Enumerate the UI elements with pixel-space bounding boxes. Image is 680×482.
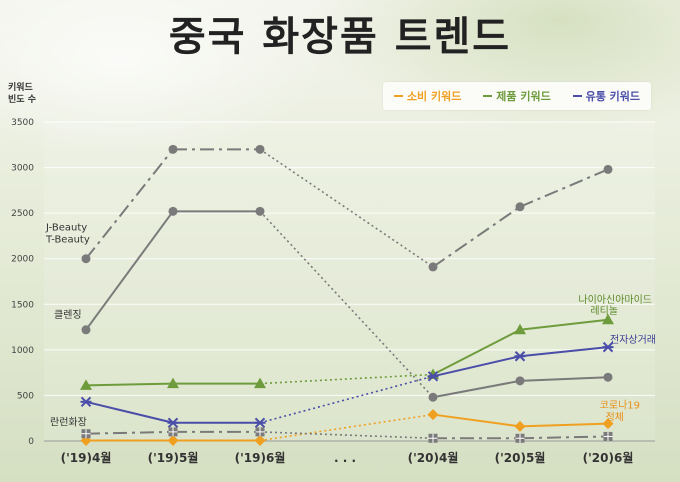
data-point xyxy=(254,435,266,447)
series-line xyxy=(259,413,434,442)
x-tick-label: ('20)4월 xyxy=(408,450,459,465)
data-point xyxy=(168,144,178,154)
y-tick-label: 2000 xyxy=(11,255,34,265)
x-tick-label: ('20)5월 xyxy=(495,450,546,465)
legend-label-consumer: 소비 키워드 xyxy=(406,90,462,103)
data-point xyxy=(514,420,526,432)
data-point xyxy=(255,206,265,216)
series-line xyxy=(432,328,521,376)
series-label: T-Beauty xyxy=(45,235,90,246)
x-tick-label: ('19)4월 xyxy=(61,450,112,465)
data-point xyxy=(515,202,525,212)
legend-item-distribution: 유통 키워드 xyxy=(572,88,641,104)
series-line xyxy=(259,431,434,440)
legend-item-consumer: 소비 키워드 xyxy=(393,88,462,104)
series-line xyxy=(432,205,521,268)
y-tick-label: 2500 xyxy=(11,209,34,219)
y-tick-label: 1000 xyxy=(11,346,34,356)
y-tick-label: 1500 xyxy=(11,300,34,310)
series-label: 레티놀 xyxy=(590,305,618,317)
legend-swatch-consumer xyxy=(393,95,403,97)
series-label: 코로나19 xyxy=(600,400,640,412)
series-line xyxy=(432,355,521,378)
data-point xyxy=(428,262,438,272)
y-axis-label: 키워드 xyxy=(8,81,34,93)
data-point xyxy=(80,379,92,390)
data-point xyxy=(255,144,265,154)
x-tick-label: ('19)5월 xyxy=(148,450,199,465)
series-line xyxy=(519,346,609,358)
data-point xyxy=(254,377,266,389)
data-point xyxy=(81,325,91,335)
series-line xyxy=(432,379,521,399)
data-point xyxy=(515,376,525,386)
x-tick-label: . . . xyxy=(334,451,356,465)
data-point xyxy=(603,372,613,382)
series-line xyxy=(519,376,609,382)
legend: 소비 키워드 제품 키워드 유통 키워드 xyxy=(383,82,651,110)
legend-swatch-distribution xyxy=(572,95,582,97)
data-point xyxy=(167,377,179,389)
data-point xyxy=(427,409,439,421)
legend-item-product: 제품 키워드 xyxy=(483,88,551,104)
y-tick-label: 500 xyxy=(17,391,34,401)
plot-area xyxy=(44,122,655,441)
series-line xyxy=(519,318,609,331)
data-point xyxy=(168,206,178,216)
series-label: 클렌징 xyxy=(54,309,82,321)
series-line xyxy=(432,413,521,428)
data-point xyxy=(603,164,613,174)
series-line xyxy=(519,435,609,440)
x-tick-label: ('19)6월 xyxy=(235,450,286,465)
legend-swatch-product xyxy=(483,95,493,97)
series-line xyxy=(259,373,434,385)
page-title: 중국 화장품 트렌드 xyxy=(168,13,512,60)
data-point xyxy=(602,418,614,430)
y-tick-label: 0 xyxy=(28,437,34,447)
series-line xyxy=(85,400,174,424)
data-point xyxy=(428,392,438,402)
series-label: 나이아신아마이드 xyxy=(578,294,652,306)
series-line xyxy=(259,210,434,398)
series-label: 전자상거래 xyxy=(610,334,656,346)
y-tick-label: 3500 xyxy=(11,118,34,128)
data-point xyxy=(514,323,526,335)
y-tick-label: 3000 xyxy=(11,164,34,174)
data-point xyxy=(167,435,179,447)
series-label: 란런화장 xyxy=(50,417,87,429)
series-line xyxy=(85,210,174,331)
data-point xyxy=(81,254,91,264)
series-line xyxy=(519,168,609,208)
series-line xyxy=(519,422,609,428)
series-label: 정체 xyxy=(606,412,624,424)
series-line xyxy=(85,148,174,260)
legend-label-product: 제품 키워드 xyxy=(496,90,551,103)
series-label: J-Beauty xyxy=(45,223,87,234)
legend-label-distribution: 유통 키워드 xyxy=(585,90,641,103)
series-line xyxy=(85,382,174,387)
y-axis-label: 빈도 수 xyxy=(8,93,36,105)
x-tick-label: ('20)6월 xyxy=(583,450,634,465)
data-point xyxy=(602,313,614,325)
